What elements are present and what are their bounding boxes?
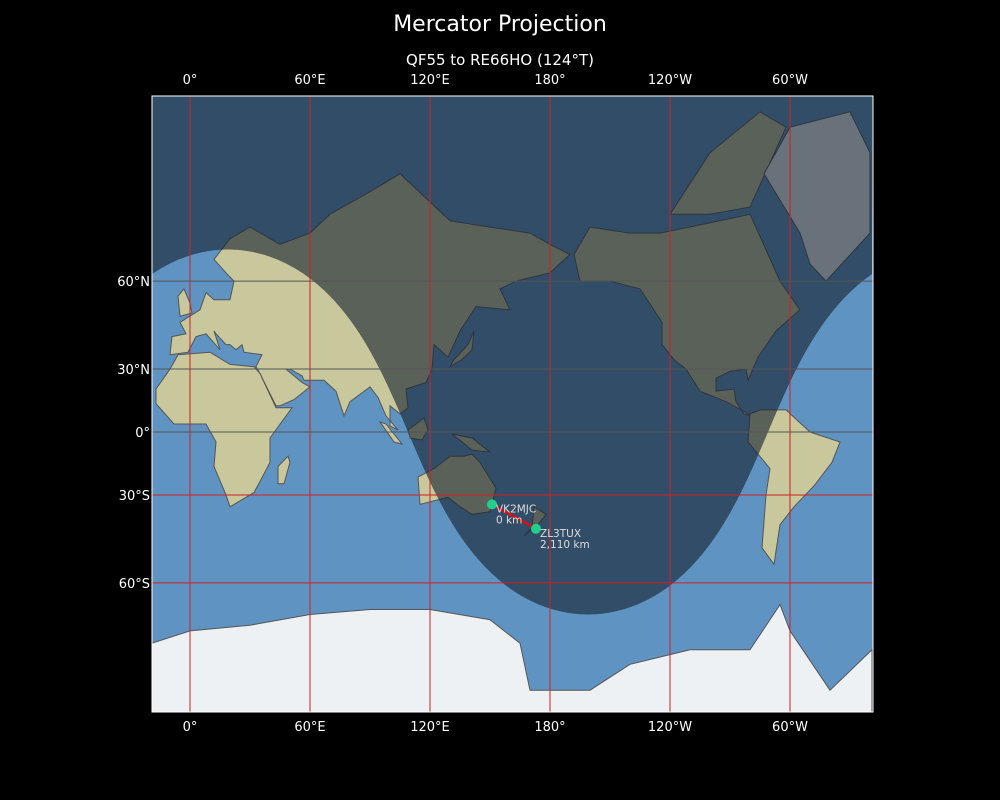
sumatra (378, 421, 404, 445)
station-callsign: ZL3TUX (540, 528, 581, 540)
tick-labels: 0° 0° 60°E 60°E 120°E 120°E 180° 180° 120°W 120°W… (117, 73, 808, 735)
lon-tick-label-bottom: 0° (183, 720, 198, 735)
madagascar (277, 455, 291, 485)
route-layer (491, 503, 537, 530)
lon-tick-label-bottom: 60°E (294, 720, 325, 735)
station-distance: 0 km (496, 514, 522, 526)
station-marker (531, 523, 541, 534)
lon-tick-label-top: 180° (534, 73, 565, 88)
south-america (747, 409, 841, 566)
antarctica (152, 603, 873, 712)
station-distance: 2,110 km (540, 539, 590, 551)
great-circle-path (491, 503, 537, 530)
lon-tick-label-bottom: 180° (534, 720, 565, 735)
lat-tick-label: 30°N (117, 363, 150, 378)
plot-frame (151, 95, 874, 713)
graticule (152, 96, 873, 712)
station-marker (487, 499, 497, 510)
lat-tick-label: 60°N (117, 275, 150, 290)
lat-tick-label: 30°S (119, 489, 150, 504)
lon-tick-label-bottom: 120°E (410, 720, 450, 735)
night-shading (152, 96, 873, 615)
lon-tick-label-bottom: 60°W (772, 720, 808, 735)
lon-tick-label-top: 120°E (410, 73, 450, 88)
lon-tick-label-bottom: 120°W (648, 720, 692, 735)
lon-tick-label-top: 0° (183, 73, 198, 88)
map-title: Mercator Projection (393, 12, 607, 37)
lon-tick-label-top: 120°W (648, 73, 692, 88)
map-subtitle: QF55 to RE66HO (124°T) (406, 51, 594, 69)
station-callsign: VK2MJC (496, 503, 536, 515)
lat-tick-label: 60°S (119, 577, 150, 592)
lat-tick-label: 0° (135, 426, 150, 441)
lon-tick-label-top: 60°W (772, 73, 808, 88)
lon-tick-label-top: 60°E (294, 73, 325, 88)
